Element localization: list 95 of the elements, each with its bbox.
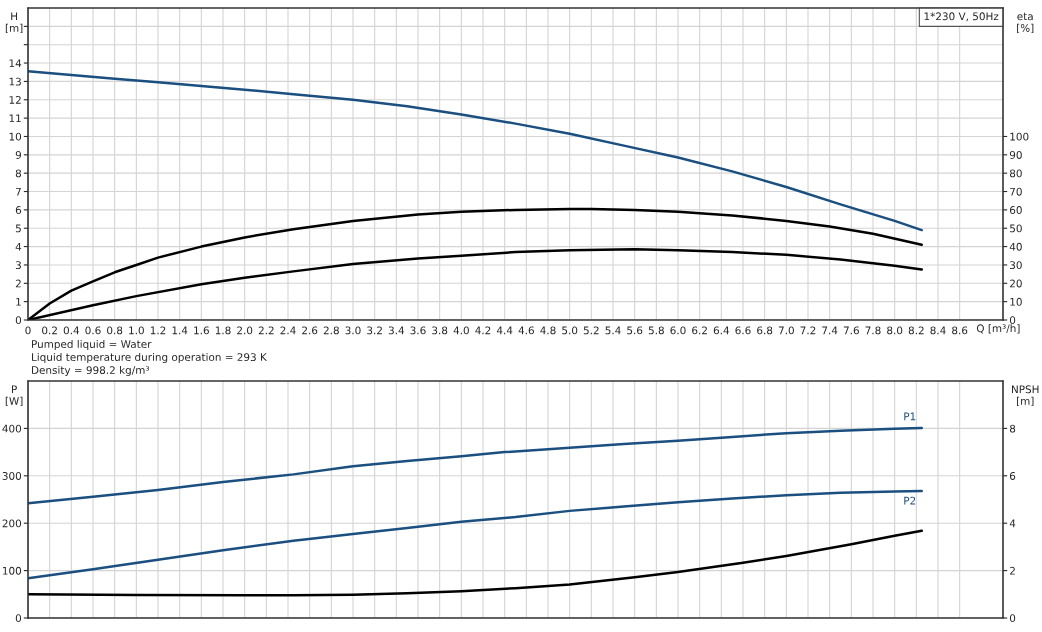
y2-tick-label: 100 xyxy=(1010,132,1029,141)
x-tick-label: 2.2 xyxy=(258,326,274,335)
x-tick-label: 0.6 xyxy=(85,326,101,335)
y-tick-label: 0 xyxy=(15,316,22,325)
y-tick-label: 5 xyxy=(15,224,21,233)
x-tick-label: 2.0 xyxy=(237,326,253,335)
y-tick-label: 11 xyxy=(9,114,21,123)
x-tick-label: 8.0 xyxy=(887,326,903,335)
x-tick-label: 6.4 xyxy=(713,326,730,335)
y2-tick-label: 20 xyxy=(1010,279,1022,288)
y-tick-label: 6 xyxy=(15,206,22,214)
x-tick-label: 1.2 xyxy=(150,326,166,335)
line-series xyxy=(28,426,923,505)
y-tick-label: 3 xyxy=(15,261,21,270)
y2-tick-label: 2 xyxy=(1010,566,1015,575)
y2-tick-label: 70 xyxy=(1010,187,1022,196)
y-axis-title: P [W] xyxy=(5,385,23,407)
text: Pumped liquid = Water xyxy=(32,339,152,351)
y2-tick-label: 0 xyxy=(1009,316,1016,325)
y-tick-label: 200 xyxy=(2,519,22,528)
series-label: P2 xyxy=(904,496,916,505)
x-tick-label: 0.4 xyxy=(63,326,80,335)
y2-tick-label: 0 xyxy=(1009,614,1016,623)
line-series xyxy=(28,529,923,597)
y-tick-label: 8 xyxy=(15,169,22,178)
y2-tick-label: 60 xyxy=(1009,206,1022,214)
x-tick-label: 2.6 xyxy=(302,326,318,335)
y-tick-label: 4 xyxy=(15,242,22,251)
y2-axis-title: eta [%] xyxy=(1017,12,1034,34)
y2-tick-label: 10 xyxy=(1010,297,1022,306)
x-tick-label: 3.0 xyxy=(345,326,361,335)
x-tick-label: 0 xyxy=(25,326,31,335)
x-tick-label: 3.2 xyxy=(367,326,382,335)
x-tick-label: 6.6 xyxy=(735,326,751,335)
x-tick-label: 7.8 xyxy=(865,326,881,335)
x-tick-label: 6.0 xyxy=(670,326,686,335)
x-tick-label: 1.6 xyxy=(194,326,209,335)
x-tick-label: 0.8 xyxy=(107,326,123,335)
y-tick-label: 7 xyxy=(15,187,21,196)
x-tick-label: 1.4 xyxy=(172,326,188,335)
y2-tick-label: 90 xyxy=(1009,151,1022,159)
text: Density = 998.2 kg/m³ xyxy=(32,365,150,377)
line-series xyxy=(28,489,923,580)
y-tick-label: 10 xyxy=(9,132,22,141)
x-tick-label: 3.4 xyxy=(388,326,405,335)
y2-tick-label: 80 xyxy=(1009,169,1022,178)
x-tick-label: 8.4 xyxy=(930,326,946,335)
series-label: P1 xyxy=(904,412,916,421)
x-tick-label: 5.6 xyxy=(627,326,643,335)
x-tick-label: 5.8 xyxy=(648,326,664,335)
x-tick-label: 0.2 xyxy=(42,326,57,335)
x-tick-label: 5.4 xyxy=(605,326,621,335)
x-tick-label: 7.4 xyxy=(822,326,838,335)
y-axis-title: H [m] xyxy=(5,12,23,34)
y-tick-label: 0 xyxy=(15,614,22,623)
y2-tick-label: 30 xyxy=(1010,261,1022,270)
x-tick-label: 3.8 xyxy=(432,326,448,335)
y-tick-label: 300 xyxy=(2,472,22,480)
x-tick-label: 8.6 xyxy=(952,326,968,335)
y-tick-label: 12 xyxy=(9,95,21,104)
x-tick-label: 2.8 xyxy=(323,326,339,335)
x-tick-label: 6.2 xyxy=(692,326,707,335)
x-tick-label: 4.6 xyxy=(518,326,534,335)
x-tick-label: 5.0 xyxy=(562,326,578,335)
y-tick-label: 13 xyxy=(9,77,21,86)
y2-axis-title: NPSH [m] xyxy=(1011,385,1039,407)
line-series xyxy=(28,70,923,232)
x-tick-label: 8.2 xyxy=(908,326,924,335)
annotation: 1*230 V, 50Hz xyxy=(924,12,999,22)
x-tick-label: 4.0 xyxy=(453,326,469,335)
y-tick-label: 9 xyxy=(15,151,22,159)
x-tick-label: 1.8 xyxy=(215,326,231,335)
y-tick-label: 14 xyxy=(9,59,22,68)
x-tick-label: 4.8 xyxy=(540,326,556,335)
y2-tick-label: 4 xyxy=(1009,519,1016,528)
x-tick-label: 7.6 xyxy=(843,326,859,335)
x-tick-label: 4.4 xyxy=(496,326,513,335)
x-tick-label: 4.2 xyxy=(475,326,491,335)
y2-tick-label: 6 xyxy=(1009,472,1016,480)
y2-tick-label: 40 xyxy=(1009,242,1022,251)
text: Liquid temperature during operation = 293 K xyxy=(32,352,268,364)
x-tick-label: 5.2 xyxy=(583,326,599,335)
y-tick-label: 400 xyxy=(2,424,22,433)
y-tick-label: 2 xyxy=(15,279,21,288)
x-tick-label: 3.6 xyxy=(410,326,426,335)
y2-tick-label: 8 xyxy=(1009,424,1016,433)
y-tick-label: 100 xyxy=(3,566,22,575)
x-tick-label: 7.0 xyxy=(778,326,794,335)
x-axis-title: Q [m³/h] xyxy=(976,324,1020,334)
y2-tick-label: 50 xyxy=(1010,224,1022,233)
y-tick-label: 1 xyxy=(16,298,21,306)
x-tick-label: 2.4 xyxy=(280,326,296,335)
x-tick-label: 6.8 xyxy=(757,326,773,335)
x-tick-label: 7.2 xyxy=(800,326,816,335)
x-tick-label: 1.0 xyxy=(129,326,144,335)
